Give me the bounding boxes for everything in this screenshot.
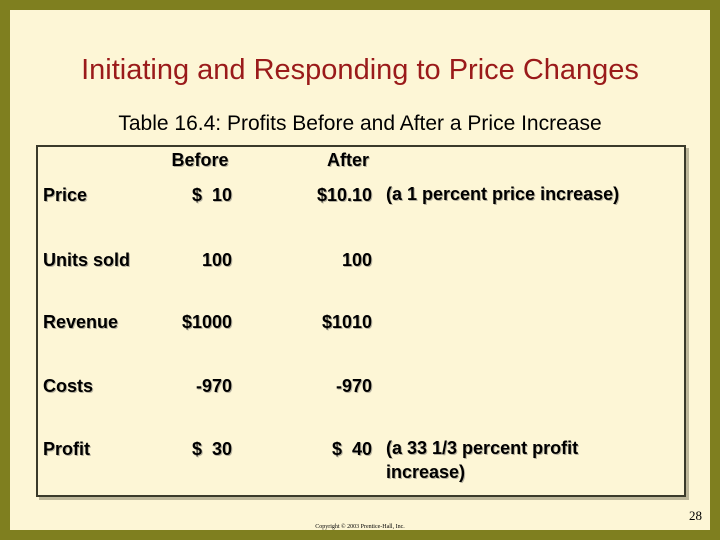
before-value: -970 — [195, 376, 232, 396]
copyright: Copyright © 2003 Prentice-Hall, Inc. — [315, 524, 405, 530]
before-value: $ 10 — [191, 185, 232, 205]
before-value: $ 30 — [191, 439, 232, 459]
row-label: Units sold — [43, 250, 131, 270]
column-header: After — [326, 150, 369, 170]
after-value: $ 40 — [331, 439, 372, 459]
before-value: 100 — [201, 250, 232, 270]
before-value: $1000 — [181, 312, 232, 332]
page-number: 28 — [689, 508, 702, 523]
subtitle: Table 16.4: Profits Before and After a P… — [118, 112, 602, 135]
row-label: Profit — [43, 439, 90, 459]
note: (a 33 1/3 percent profit increase) — [386, 438, 579, 482]
after-value: -970 — [335, 376, 372, 396]
row-label: Price — [43, 185, 88, 205]
after-value: $10.10 — [316, 185, 372, 205]
table-box — [36, 145, 686, 497]
row-label: Costs — [43, 376, 94, 396]
title: Initiating and Responding to Price Chang… — [81, 54, 639, 86]
column-header: Before — [171, 150, 229, 170]
after-value: $1010 — [321, 312, 372, 332]
note: (a 1 percent price increase) — [386, 184, 620, 204]
after-value: 100 — [341, 250, 372, 270]
row-label: Revenue — [43, 312, 119, 332]
